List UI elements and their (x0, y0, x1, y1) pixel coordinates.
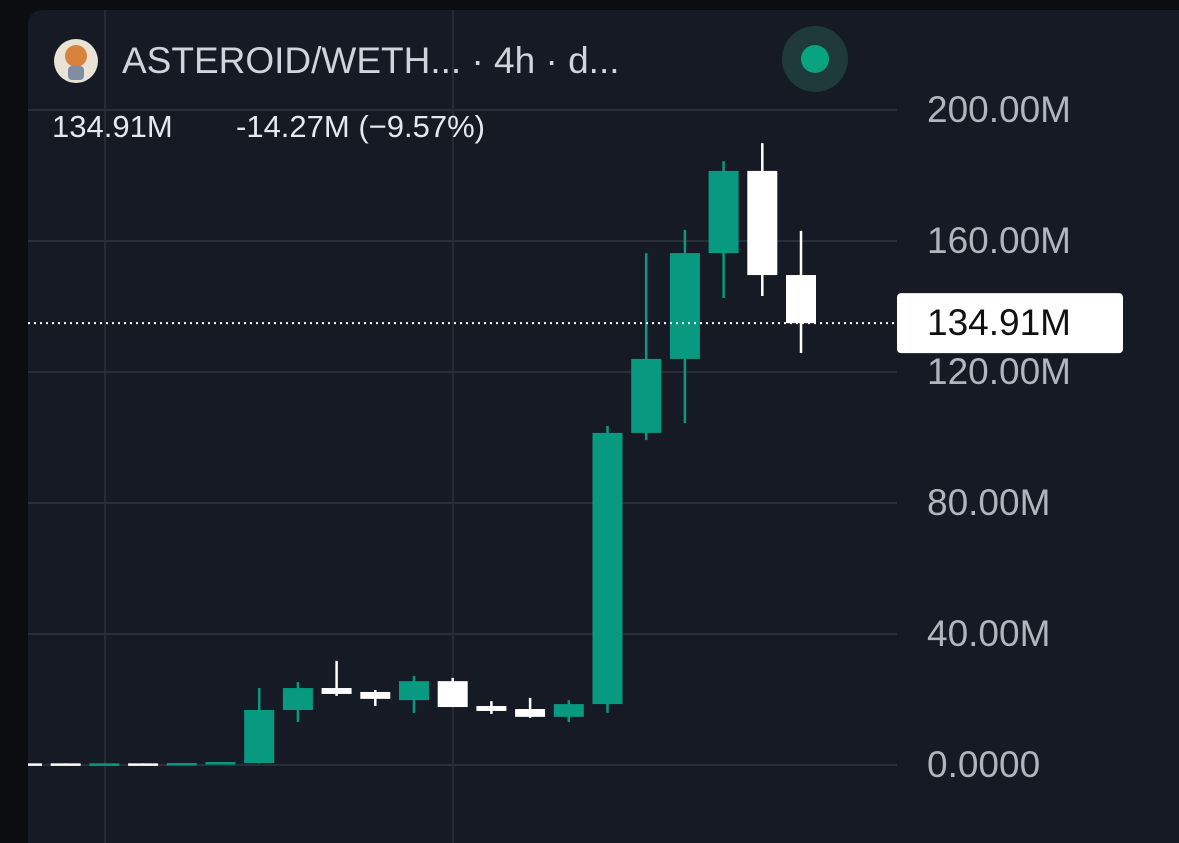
candle-body (321, 688, 352, 694)
candle-body (166, 763, 197, 766)
candle-body (476, 706, 507, 711)
y-tick-label: 120.00M (927, 351, 1071, 392)
candle-body (28, 763, 42, 766)
price: 134.91M (52, 109, 173, 144)
y-tick-label: 0.0000 (927, 744, 1040, 785)
candle-body (631, 358, 662, 433)
candle-body (708, 170, 739, 254)
candle-body (786, 275, 816, 324)
candle-body (282, 688, 313, 710)
candle-body (205, 762, 236, 765)
y-tick-label: 80.00M (927, 482, 1050, 523)
candle-body (128, 763, 159, 766)
candle-body (437, 681, 468, 708)
chart-title: ASTEROID/WETH... · 4h · d... (122, 40, 620, 81)
y-tick-label: 40.00M (927, 613, 1050, 654)
candle-body (50, 763, 81, 766)
candle-body (592, 432, 623, 705)
last-price-box (897, 293, 1123, 354)
token-logo-face (65, 45, 87, 67)
candle-body (669, 253, 700, 359)
change: -14.27M (−9.57%) (236, 109, 485, 144)
overlay: 0.0000 40.00M 80.00M 120.00M 160.00M 200.00M 1… (28, 89, 1123, 785)
candle-body (515, 708, 546, 717)
last-price-label: 134.91M (927, 302, 1071, 343)
candle-body (360, 691, 391, 699)
candle-body (399, 681, 429, 701)
candle-body (244, 709, 275, 764)
candle-body (553, 704, 584, 717)
panel (28, 10, 1179, 843)
status-dot (801, 45, 829, 73)
token-logo-body (68, 66, 84, 80)
candles (28, 143, 816, 766)
y-tick-label: 160.00M (927, 220, 1071, 261)
candle-body (747, 170, 778, 276)
y-tick-label: 200.00M (927, 89, 1071, 130)
candle-body (89, 763, 120, 766)
